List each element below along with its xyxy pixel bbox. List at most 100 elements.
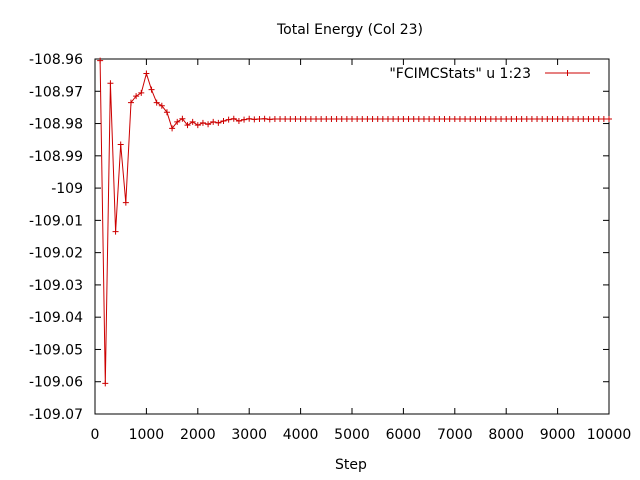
data-point xyxy=(513,116,520,123)
data-point xyxy=(349,116,355,123)
axis-ticks xyxy=(94,58,610,415)
data-point xyxy=(210,118,217,125)
y-tick-label: -109.05 xyxy=(29,342,83,358)
x-tick-label: 7000 xyxy=(437,427,473,443)
data-point xyxy=(492,116,499,123)
data-point xyxy=(570,116,577,123)
data-point xyxy=(564,116,571,123)
data-point xyxy=(163,109,170,116)
data-point xyxy=(97,57,104,64)
x-tick-label: 6000 xyxy=(386,427,422,443)
data-point xyxy=(220,117,227,124)
data-point xyxy=(364,116,371,123)
data-point xyxy=(374,116,381,123)
data-point xyxy=(189,118,196,125)
data-point xyxy=(518,116,525,123)
data-point xyxy=(354,116,361,123)
legend-label: "FCIMCStats" u 1:23 xyxy=(389,66,531,82)
data-point xyxy=(600,116,607,123)
data-point xyxy=(266,116,273,123)
data-point xyxy=(539,116,546,123)
data-point xyxy=(318,116,325,123)
data-point xyxy=(235,117,242,124)
data-point xyxy=(400,116,407,123)
data-point xyxy=(205,121,212,128)
data-point xyxy=(169,125,176,132)
data-point xyxy=(122,199,129,206)
x-axis-label: Step xyxy=(335,457,367,473)
data-point xyxy=(107,80,114,87)
y-tick-label: -109.07 xyxy=(29,407,83,423)
x-tick-label: 9000 xyxy=(540,427,576,443)
data-point xyxy=(482,116,489,123)
data-point xyxy=(313,116,320,123)
y-tick-label: -109.02 xyxy=(29,246,83,262)
data-point xyxy=(467,116,474,123)
data-point xyxy=(333,116,340,123)
data-point xyxy=(359,116,366,123)
data-point xyxy=(590,116,597,123)
data-point xyxy=(446,116,453,123)
data-point xyxy=(549,116,556,123)
data-point xyxy=(287,116,294,123)
data-point xyxy=(241,116,248,123)
data-point xyxy=(472,116,479,123)
data-point xyxy=(194,122,201,129)
data-point xyxy=(559,116,566,123)
data-point xyxy=(415,116,422,123)
data-point xyxy=(256,116,263,123)
data-point xyxy=(282,116,289,123)
data-point xyxy=(395,116,402,123)
data-point xyxy=(451,116,458,123)
data-point xyxy=(251,116,258,123)
data-point xyxy=(277,116,284,123)
data-point xyxy=(323,116,330,123)
data-point xyxy=(112,228,119,235)
data-point xyxy=(384,116,391,123)
x-tick-label: 1000 xyxy=(129,427,165,443)
data-point xyxy=(148,86,155,93)
data-point xyxy=(487,116,494,123)
data-point xyxy=(302,116,309,123)
data-point xyxy=(580,116,587,123)
y-tick-label: -108.97 xyxy=(29,84,83,100)
data-point xyxy=(436,116,443,123)
x-tick-labels: 0 1000 2000 3000 4000 5000 6000 7000 8000 9000 100… xyxy=(91,427,632,443)
data-point xyxy=(523,116,530,123)
data-point xyxy=(508,116,515,123)
data-point xyxy=(575,116,582,123)
x-tick-label: 5000 xyxy=(334,427,370,443)
data-point xyxy=(307,116,314,123)
data-point xyxy=(369,116,376,123)
x-tick-label: 0 xyxy=(91,427,100,443)
data-point xyxy=(534,116,541,123)
data-point xyxy=(405,116,412,123)
x-tick-label: 4000 xyxy=(283,427,319,443)
y-tick-label: -109 xyxy=(51,181,83,197)
data-point xyxy=(102,380,109,387)
data-point xyxy=(606,116,612,123)
data-point xyxy=(153,99,160,106)
data-point xyxy=(420,116,427,123)
legend-sample xyxy=(545,70,590,76)
data-point xyxy=(138,89,145,96)
data-point xyxy=(117,141,124,148)
y-tick-label: -108.98 xyxy=(29,117,83,133)
x-tick-label: 2000 xyxy=(180,427,216,443)
data-point xyxy=(225,116,232,123)
y-tick-label: -109.01 xyxy=(29,213,83,229)
data-point xyxy=(585,116,592,123)
data-point xyxy=(431,116,438,123)
y-tick-label: -108.96 xyxy=(29,52,83,68)
data-point xyxy=(390,116,397,123)
data-point xyxy=(158,102,165,109)
legend-marker xyxy=(564,70,571,76)
data-point xyxy=(199,119,206,126)
y-tick-label: -109.04 xyxy=(29,310,83,326)
plot-frame xyxy=(94,58,610,415)
data-point xyxy=(215,119,222,126)
data-point xyxy=(261,115,268,122)
data-point xyxy=(133,93,140,100)
data-point xyxy=(595,116,602,123)
